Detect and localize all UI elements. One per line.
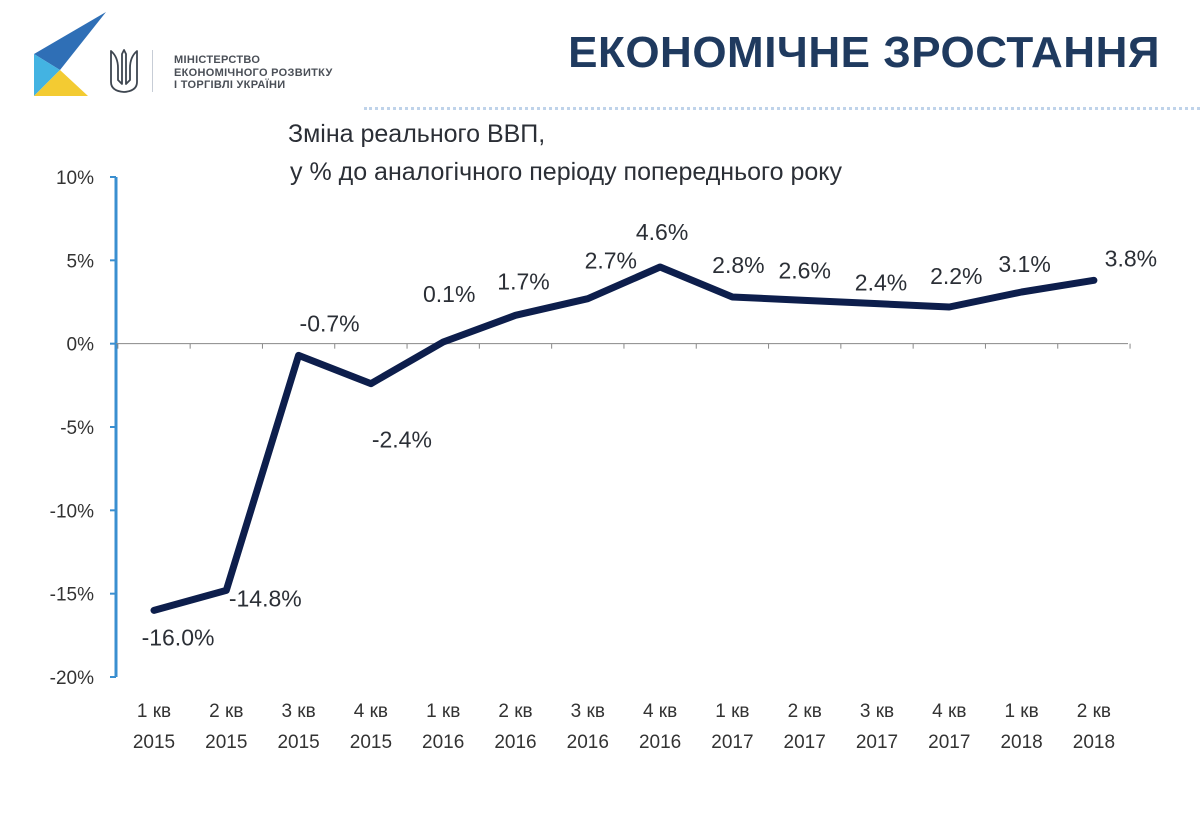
data-label: -2.4% [372, 427, 432, 453]
x-tick-label: 2015 [133, 732, 175, 753]
data-point [875, 301, 879, 306]
x-tick-label: 2018 [1073, 732, 1115, 753]
data-label: -0.7% [300, 310, 360, 336]
data-point [658, 265, 663, 269]
data-point [296, 353, 301, 358]
x-tick-label: 4 кв [354, 701, 388, 722]
data-point [1091, 278, 1096, 283]
data-label: 3.8% [1105, 245, 1157, 271]
y-tick-label: -5% [60, 418, 94, 439]
chart-subtitle: у % до аналогічного періоду попереднього… [290, 158, 842, 186]
data-label: 2.6% [778, 257, 830, 283]
y-tick-label: 5% [67, 251, 95, 272]
x-tick-label: 2016 [494, 732, 536, 753]
chart-title: Зміна реального ВВП, [288, 120, 545, 148]
data-label: 0.1% [423, 281, 475, 307]
x-tick-label: 2016 [422, 732, 464, 753]
ministry-name-line: ЕКОНОМІЧНОГО РОЗВИТКУ [174, 66, 333, 79]
x-tick-label: 2015 [205, 732, 247, 753]
ministry-name-line: МІНІСТЕРСТВО [174, 54, 261, 66]
x-tick-label: 1 кв [137, 701, 171, 722]
x-tick-label: 1 кв [1004, 701, 1038, 722]
data-point [513, 313, 518, 318]
data-point [1019, 290, 1024, 294]
x-tick-label: 2016 [567, 732, 609, 753]
data-label: 2.4% [855, 270, 907, 296]
x-tick-label: 2 кв [1077, 701, 1111, 722]
y-tick-label: -10% [50, 501, 94, 522]
data-label: -14.8% [229, 585, 302, 611]
y-axis: 10% 5% 0% -5% -10% -15% -20% [50, 168, 118, 689]
gdp-line [150, 263, 1098, 614]
x-tick-label: 2015 [350, 732, 392, 753]
data-point [224, 588, 229, 593]
x-tick-label: 3 кв [860, 701, 894, 722]
x-tick-label: 1 кв [426, 701, 460, 722]
x-tick-label: 2 кв [788, 701, 822, 722]
x-tick-label: 1 кв [715, 701, 749, 722]
x-tick-label: 2015 [277, 732, 319, 753]
ministry-name: МІНІСТЕРСТВО ЕКОНОМІЧНОГО РОЗВИТКУ І ТОР… [174, 54, 333, 92]
x-tick-label: 4 кв [932, 701, 966, 722]
ministry-logo-icon [34, 12, 106, 96]
x-tick-label: 2 кв [498, 701, 532, 722]
x-tick-label: 2016 [639, 732, 681, 753]
y-tick-label: -20% [50, 668, 94, 689]
data-label: 1.7% [497, 268, 549, 294]
data-label: 4.6% [636, 219, 688, 245]
y-tick-label: -15% [50, 585, 94, 606]
logo-separator [152, 50, 153, 92]
y-tick-label: 0% [67, 335, 95, 356]
data-point [585, 296, 590, 301]
x-tick-label: 2 кв [209, 701, 243, 722]
x-tick-label: 3 кв [571, 701, 605, 722]
data-label: 3.1% [998, 251, 1050, 277]
x-tick-label: 3 кв [281, 701, 315, 722]
gdp-series [150, 263, 1098, 614]
data-point [441, 340, 446, 344]
data-label: 2.2% [930, 263, 982, 289]
x-tick-label: 2017 [928, 732, 970, 753]
data-point [152, 608, 156, 613]
ministry-name-line: І ТОРГІВЛІ УКРАЇНИ [174, 79, 286, 91]
y-tick-label: 10% [56, 168, 94, 189]
data-labels: -16.0% -14.8% -0.7% -2.4% 0.1% 1.7% 2.7% 4.6% 2.… [142, 219, 1158, 650]
data-label: 2.8% [712, 252, 764, 278]
x-tick-label: 2017 [856, 732, 898, 753]
data-point [730, 295, 735, 299]
x-tick-label: 4 кв [643, 701, 677, 722]
dotted-divider [364, 107, 1200, 110]
page-title: ЕКОНОМІЧНЕ ЗРОСТАННЯ [568, 28, 1160, 77]
trident-icon [110, 49, 138, 93]
data-point [368, 381, 373, 386]
x-tick-label: 2017 [711, 732, 753, 753]
x-tick-label: 2018 [1000, 732, 1042, 753]
data-label: 2.7% [585, 248, 637, 274]
data-point [802, 298, 807, 303]
x-axis: 1 кв 2015 2 кв 2015 3 кв 2015 4 кв 2015 1 кв 2016… [116, 343, 1131, 753]
data-point [947, 305, 952, 309]
data-label: -16.0% [142, 624, 215, 650]
x-tick-label: 2017 [784, 732, 826, 753]
